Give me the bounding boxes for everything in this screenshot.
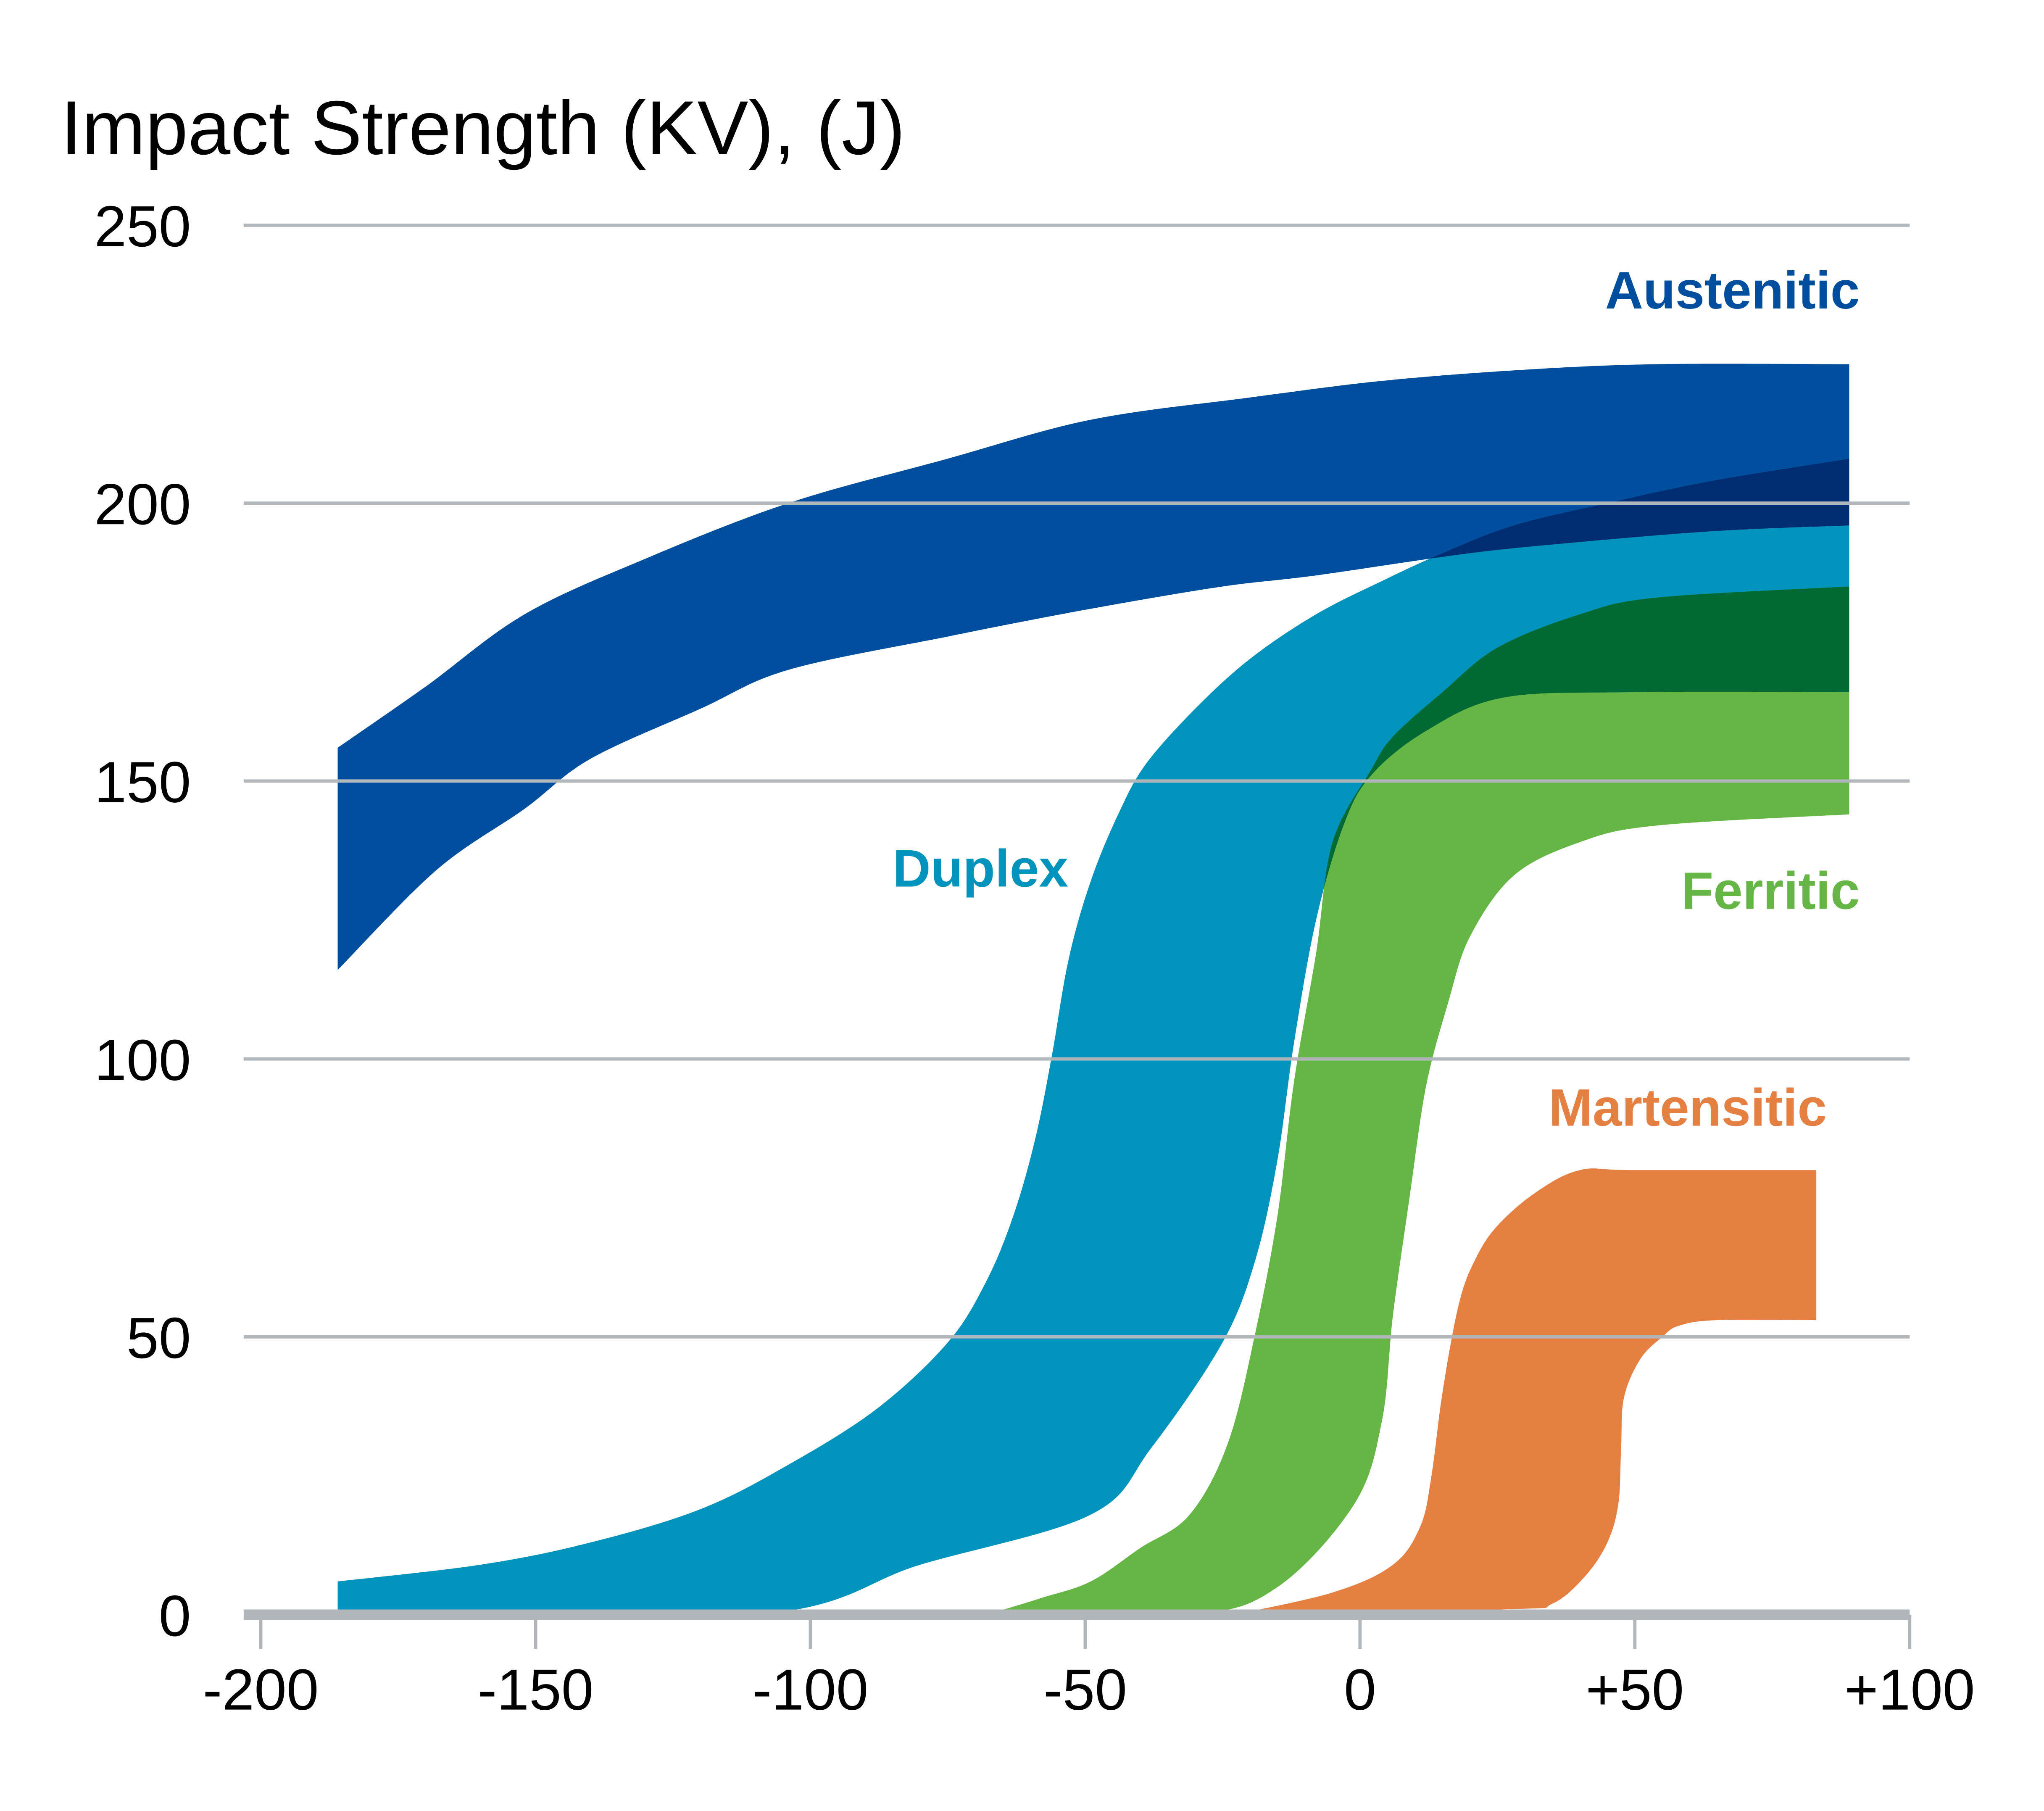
y-tick-label: 50 xyxy=(126,1306,191,1371)
y-tick-label: 0 xyxy=(159,1584,191,1648)
x-tick-label: +100 xyxy=(1844,1658,1975,1722)
label-martensitic: Martensitic xyxy=(1549,1078,1827,1137)
x-tick-label: -150 xyxy=(478,1658,594,1722)
x-tick-label: 0 xyxy=(1344,1658,1376,1722)
y-tick-label: 200 xyxy=(94,472,191,537)
y-axis: 0 50 100 150 200 250 xyxy=(94,194,191,1648)
y-tick-label: 100 xyxy=(94,1028,191,1093)
band-austenitic xyxy=(337,364,1849,970)
y-tick-label: 250 xyxy=(94,194,191,259)
y-axis-title: Impact Strength (KV), (J) xyxy=(61,85,905,171)
x-tick-label: -100 xyxy=(752,1658,868,1722)
band-duplex xyxy=(337,459,1849,1619)
x-tick-label: -200 xyxy=(203,1658,319,1722)
x-tick-label: -50 xyxy=(1043,1658,1127,1722)
band-ferritic xyxy=(986,586,1849,1617)
x-axis: -200 -150 -100 -50 0 +50 +100 xyxy=(203,1615,1975,1722)
bands-layer xyxy=(337,364,1849,1619)
label-duplex: Duplex xyxy=(893,839,1068,898)
gridlines xyxy=(243,223,1910,1620)
band-martensitic xyxy=(1233,1168,1817,1615)
label-ferritic: Ferritic xyxy=(1681,862,1860,920)
y-tick-label: 150 xyxy=(94,750,191,815)
x-tick-label: +50 xyxy=(1586,1658,1684,1722)
label-austenitic: Austenitic xyxy=(1605,261,1860,320)
series-labels: Austenitic Duplex Ferritic Martensitic xyxy=(893,261,1860,1137)
